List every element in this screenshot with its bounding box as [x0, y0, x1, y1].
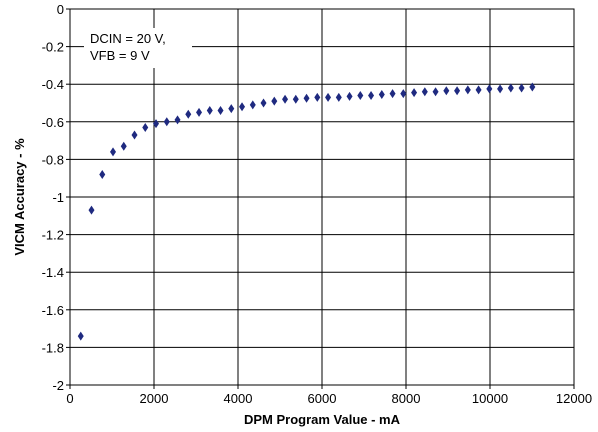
annotation-line-1: DCIN = 20 V, [90, 31, 166, 46]
data-point [486, 84, 493, 94]
data-point [206, 106, 213, 116]
data-point [421, 87, 428, 97]
annotation-box [84, 28, 192, 68]
data-point [174, 115, 181, 125]
y-tick-label: -0.4 [42, 77, 64, 92]
x-tick-label: 6000 [308, 391, 337, 406]
y-axis-ticks: 0 -0.2 -0.4 -0.6 -0.8 -1 -1.2 -1.4 -1.6 -1.8 -2 [42, 2, 70, 393]
y-tick-label: -1.8 [42, 340, 64, 355]
data-point [142, 122, 149, 132]
data-point [325, 92, 332, 102]
data-point [529, 82, 536, 92]
y-tick-label: -1.6 [42, 303, 64, 318]
y-tick-label: 0 [57, 2, 64, 17]
data-point [389, 89, 396, 99]
data-point [303, 93, 310, 103]
y-tick-label: -1.4 [42, 265, 64, 280]
x-tick-label: 0 [66, 391, 73, 406]
x-tick-label: 10000 [472, 391, 508, 406]
data-point [454, 86, 461, 96]
data-point [249, 100, 256, 110]
data-point [346, 91, 353, 101]
data-point [314, 92, 321, 102]
data-point [228, 104, 235, 114]
data-point [185, 109, 192, 119]
y-tick-label: -0.2 [42, 40, 64, 55]
data-point [378, 90, 385, 100]
data-point [357, 90, 364, 100]
data-point [120, 141, 127, 151]
data-point [507, 83, 514, 93]
data-point [292, 94, 299, 104]
data-point [368, 90, 375, 100]
x-tick-label: 12000 [556, 391, 592, 406]
data-points [77, 82, 536, 341]
x-tick-label: 2000 [140, 391, 169, 406]
data-point [131, 130, 138, 140]
y-tick-label: -1 [52, 190, 64, 205]
y-tick-label: -0.8 [42, 152, 64, 167]
data-point [432, 87, 439, 97]
data-point [282, 94, 289, 104]
data-point [239, 102, 246, 112]
data-point [163, 117, 170, 127]
data-point [518, 83, 525, 93]
x-tick-label: 8000 [392, 391, 421, 406]
data-point [99, 169, 106, 179]
x-tick-label: 4000 [224, 391, 253, 406]
y-tick-label: -2 [52, 378, 64, 393]
y-axis-title: VICM Accuracy - % [12, 138, 27, 256]
x-axis-ticks: 0 2000 4000 6000 8000 10000 12000 [66, 385, 592, 406]
data-point [88, 205, 95, 215]
data-point [110, 147, 117, 157]
data-point [196, 107, 203, 117]
data-point [77, 331, 84, 341]
data-point [443, 86, 450, 96]
data-point [260, 98, 267, 108]
y-tick-label: -1.2 [42, 228, 64, 243]
data-point [271, 96, 278, 106]
y-tick-label: -0.6 [42, 115, 64, 130]
data-point [217, 106, 224, 116]
data-point [400, 89, 407, 99]
annotation-line-2: VFB = 9 V [90, 48, 150, 63]
data-point [153, 119, 160, 129]
data-point [497, 84, 504, 94]
data-point [411, 88, 418, 98]
data-point [335, 92, 342, 102]
data-point [475, 85, 482, 95]
data-point [464, 85, 471, 95]
x-axis-title: DPM Program Value - mA [244, 412, 401, 427]
